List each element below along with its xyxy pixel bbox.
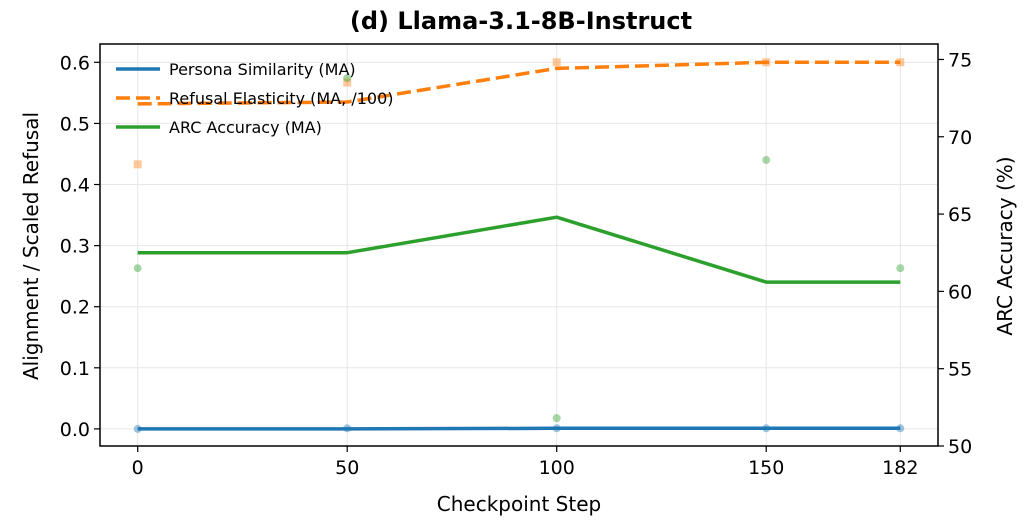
- arc-accuracy-ma-raw-point: [343, 74, 352, 83]
- persona-similarity-ma-line: [137, 426, 901, 431]
- x-tick-label: 150: [748, 457, 784, 479]
- arc-accuracy-ma-raw-point: [762, 155, 771, 164]
- y-right-tick-label: 55: [948, 359, 972, 381]
- x-tick-label: 0: [132, 457, 144, 479]
- x-axis-ticks: 0 50 100 150 182: [132, 446, 918, 479]
- y-axis-left-ticks: 0.0 0.1 0.2 0.3 0.4 0.5 0.6: [60, 52, 100, 441]
- x-tick-label: 50: [335, 457, 359, 479]
- y-right-tick-label: 60: [948, 281, 972, 303]
- refusal-elasticity-ma-100-raw-point: [343, 78, 352, 87]
- y-left-tick-label: 0.5: [60, 113, 90, 135]
- refusal-elasticity-ma-100-line: [137, 60, 901, 106]
- y-left-tick-label: 0.4: [60, 175, 90, 197]
- arc-accuracy-ma-raw-point: [552, 414, 561, 423]
- refusal-elasticity-ma-100-raw-point: [552, 58, 561, 67]
- x-tick-label: 182: [882, 457, 918, 479]
- series-lines: [137, 60, 901, 431]
- chart-title: (d) Llama-3.1-8B-Instruct: [350, 7, 692, 35]
- legend: Persona Similarity (MA) Refusal Elasticit…: [116, 60, 394, 137]
- x-axis-label: Checkpoint Step: [437, 492, 601, 516]
- y-axis-right-ticks: 50 55 60 65 70 75: [938, 49, 972, 458]
- y-left-tick-label: 0.0: [60, 419, 90, 441]
- y-left-tick-label: 0.2: [60, 297, 90, 319]
- y-axis-right-label: ARC Accuracy (%): [993, 156, 1017, 335]
- y-axis-left-label: Alignment / Scaled Refusal: [19, 112, 43, 380]
- y-right-tick-label: 70: [948, 127, 972, 149]
- plot-frame: [99, 43, 939, 447]
- y-left-tick-label: 0.6: [60, 52, 90, 74]
- y-right-tick-label: 75: [948, 49, 972, 71]
- refusal-elasticity-ma-100-legend-label: Refusal Elasticity (MA, /100): [169, 89, 394, 108]
- y-left-tick-label: 0.3: [60, 236, 90, 258]
- x-tick-label: 100: [539, 457, 575, 479]
- arc-accuracy-ma-raw-point: [896, 264, 905, 273]
- refusal-elasticity-ma-100-raw-point: [133, 160, 142, 169]
- y-right-tick-label: 50: [948, 436, 972, 458]
- y-right-tick-label: 65: [948, 204, 972, 226]
- arc-accuracy-ma-raw-point: [133, 264, 142, 273]
- arc-accuracy-ma-legend-label: ARC Accuracy (MA): [169, 118, 322, 137]
- persona-similarity-ma-legend-label: Persona Similarity (MA): [169, 60, 356, 79]
- arc-accuracy-ma-line: [137, 215, 901, 284]
- y-left-tick-label: 0.1: [60, 358, 90, 380]
